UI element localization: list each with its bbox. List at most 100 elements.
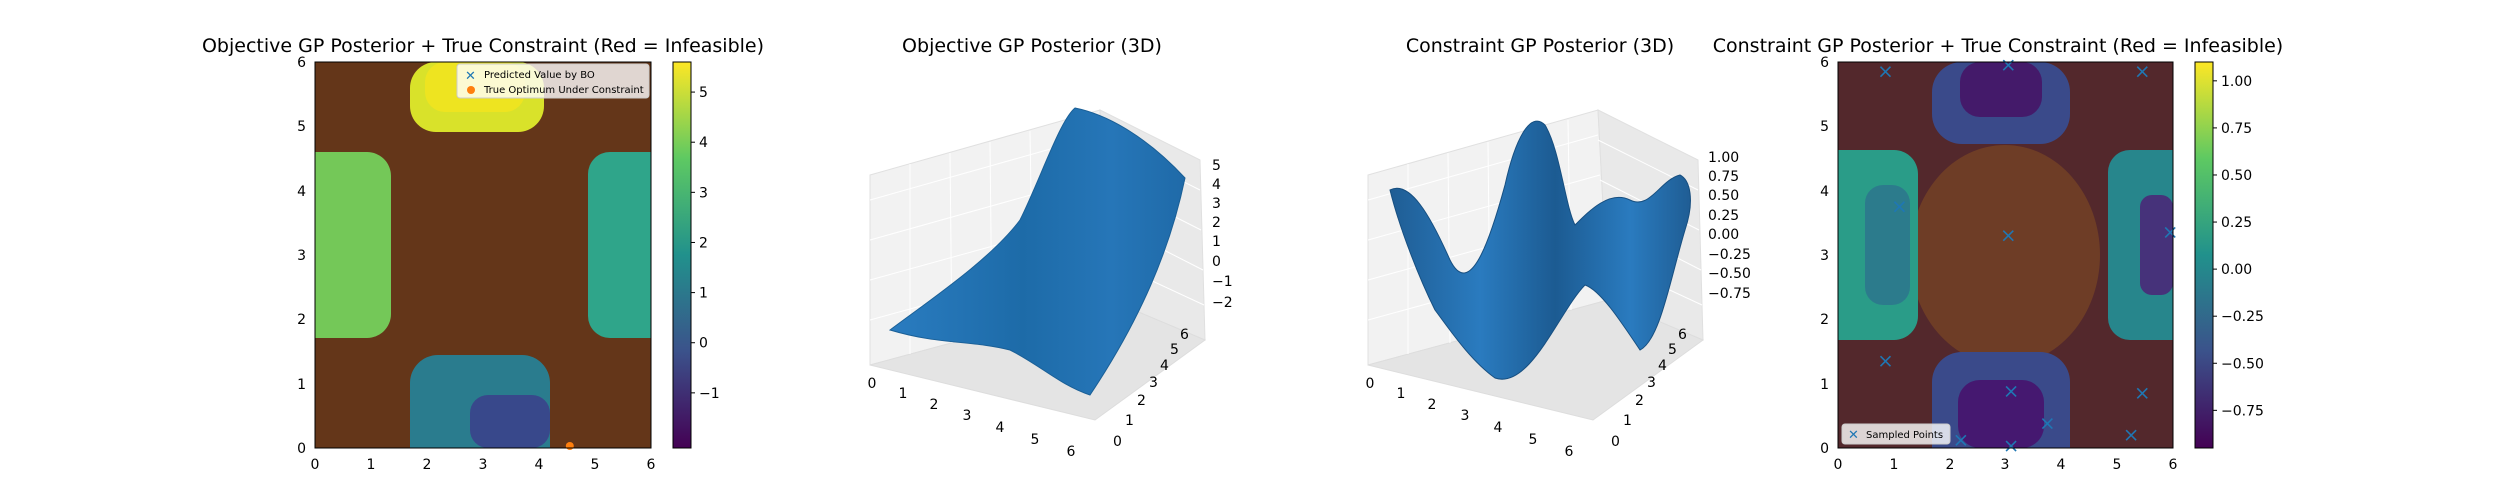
legend-label: Sampled Points xyxy=(1866,430,1943,441)
x-tick: 1 xyxy=(899,386,908,402)
chart-title: Constraint GP Posterior + True Constrain… xyxy=(1713,35,2283,57)
x-tick: 0 xyxy=(311,457,320,473)
objective-surface xyxy=(888,107,1186,396)
legend: ✕ Sampled Points xyxy=(1841,423,1951,445)
z-tick: 1 xyxy=(1212,234,1221,250)
x-tick: 3 xyxy=(479,457,488,473)
z-tick: 0.00 xyxy=(1708,227,1739,243)
y-tick: 1 xyxy=(1623,413,1632,429)
y-tick: 3 xyxy=(1820,248,1829,264)
x-tick: 0 xyxy=(868,376,877,392)
colorbar-tick-label: 4 xyxy=(699,135,708,151)
y-tick: 3 xyxy=(297,248,306,264)
y-tick: 1 xyxy=(297,377,306,393)
sampled-point xyxy=(1893,201,1905,213)
x-tick: 0 xyxy=(1366,376,1375,392)
colorbar-tick-label: −0.25 xyxy=(2221,309,2264,325)
y-tick: 6 xyxy=(1678,327,1687,343)
z-tick: 2 xyxy=(1212,215,1221,231)
x-tick: 1 xyxy=(1890,457,1899,473)
x-tick: 6 xyxy=(647,457,656,473)
x-tick: 3 xyxy=(2001,457,2010,473)
y-tick: 4 xyxy=(1658,358,1667,374)
x-tick: 6 xyxy=(1565,444,1574,460)
legend: ✕ Predicted Value by BO True Optimum Und… xyxy=(456,63,650,99)
y-axis-ticks: 0 1 2 3 4 5 6 xyxy=(1113,327,1189,450)
sampled-point xyxy=(1879,355,1892,367)
z-tick: −0.25 xyxy=(1708,247,1751,263)
sampled-point xyxy=(1955,434,1967,446)
sampled-point xyxy=(2164,226,2176,239)
y-tick: 4 xyxy=(1820,184,1829,200)
z-tick: 5 xyxy=(1212,158,1221,174)
z-tick: −2 xyxy=(1212,295,1233,311)
dot-marker-icon xyxy=(467,86,475,94)
panel-constraint-surface: Constraint GP Posterior (3D) 0 1 2 3 4 5 xyxy=(1366,35,1751,460)
sampled-point xyxy=(2136,66,2148,78)
x-tick: 4 xyxy=(2057,457,2066,473)
colorbar-tick-label: 5 xyxy=(699,85,708,101)
y-tick: 1 xyxy=(1820,377,1829,393)
y-tick: 5 xyxy=(1820,119,1829,135)
x-tick: 5 xyxy=(2113,457,2122,473)
y-tick: 2 xyxy=(297,312,306,328)
legend-label: True Optimum Under Constraint xyxy=(483,85,644,96)
colorbar-tick-label: 0 xyxy=(699,336,708,352)
colorbar-tick-label: 0.00 xyxy=(2221,262,2252,278)
chart-title: Objective GP Posterior (3D) xyxy=(902,35,1162,57)
y-tick: 0 xyxy=(297,441,306,457)
panel-objective-heatmap: Objective GP Posterior + True Constraint… xyxy=(202,35,764,473)
z-axis-ticks: −0.75 −0.50 −0.25 0.00 0.25 0.50 0.75 1.… xyxy=(1708,150,1751,302)
constraint-surface xyxy=(1389,120,1691,380)
y-tick: 4 xyxy=(297,184,306,200)
x-tick: 6 xyxy=(2169,457,2178,473)
x-tick: 2 xyxy=(1946,457,1955,473)
y-tick: 2 xyxy=(1635,393,1644,409)
y-tick: 2 xyxy=(1137,393,1146,409)
x-tick: 4 xyxy=(1494,420,1503,436)
x-axis-ticks: 0 1 2 3 4 5 6 xyxy=(1834,457,2178,473)
colorbar: −0.75 −0.50 −0.25 0.00 0.25 0.50 0.75 1.00 xyxy=(2194,61,2264,449)
z-tick: 3 xyxy=(1212,196,1221,212)
y-tick: 6 xyxy=(1180,327,1189,343)
y-tick: 5 xyxy=(297,119,306,135)
sampled-point xyxy=(2125,429,2137,441)
panel-constraint-heatmap: Constraint GP Posterior + True Constrain… xyxy=(1713,35,2283,473)
colorbar-ticks: −0.75 −0.50 −0.25 0.00 0.25 0.50 0.75 1.00 xyxy=(2213,74,2264,419)
x-tick: 0 xyxy=(1834,457,1843,473)
sampled-point xyxy=(2041,417,2053,430)
z-tick: 4 xyxy=(1212,177,1221,193)
y-tick: 2 xyxy=(1820,312,1829,328)
sampled-point xyxy=(2002,230,2014,242)
chart-title: Objective GP Posterior + True Constraint… xyxy=(202,35,764,57)
x-tick: 4 xyxy=(535,457,544,473)
x-tick: 5 xyxy=(1529,432,1538,448)
y-tick: 1 xyxy=(1125,413,1134,429)
sampled-points xyxy=(1879,59,2176,452)
x-tick: 6 xyxy=(1067,444,1076,460)
z-tick: 0.50 xyxy=(1708,188,1739,204)
x-tick: 2 xyxy=(1428,397,1437,413)
colorbar-tick-label: 0.25 xyxy=(2221,215,2252,231)
z-tick: −0.75 xyxy=(1708,286,1751,302)
x-tick: 5 xyxy=(591,457,600,473)
y-tick: 6 xyxy=(297,55,306,71)
panel-objective-surface: Objective GP Posterior (3D) 0 1 2 3 4 5 xyxy=(868,35,1233,460)
y-tick: 0 xyxy=(1820,441,1829,457)
y-tick: 3 xyxy=(1647,375,1656,391)
colorbar-tick-label: −0.75 xyxy=(2221,403,2264,419)
heatmap-image xyxy=(1838,62,2173,448)
colorbar-tick-label: −0.50 xyxy=(2221,356,2264,372)
colorbar-tick-label: 1 xyxy=(699,286,708,302)
y-tick: 4 xyxy=(1160,358,1169,374)
y-tick: 0 xyxy=(1113,434,1122,450)
sampled-point xyxy=(2005,440,2017,452)
x-tick: 3 xyxy=(963,408,972,424)
colorbar-tick-label: 0.75 xyxy=(2221,121,2252,137)
x-axis-ticks: 0 1 2 3 4 5 6 xyxy=(868,376,1076,460)
colorbar-tick-label: 0.50 xyxy=(2221,168,2252,184)
y-axis-ticks: 0 1 2 3 4 5 6 xyxy=(1820,55,1829,457)
colorbar: −1 0 1 2 3 4 5 xyxy=(672,61,720,449)
x-tick: 1 xyxy=(367,457,376,473)
